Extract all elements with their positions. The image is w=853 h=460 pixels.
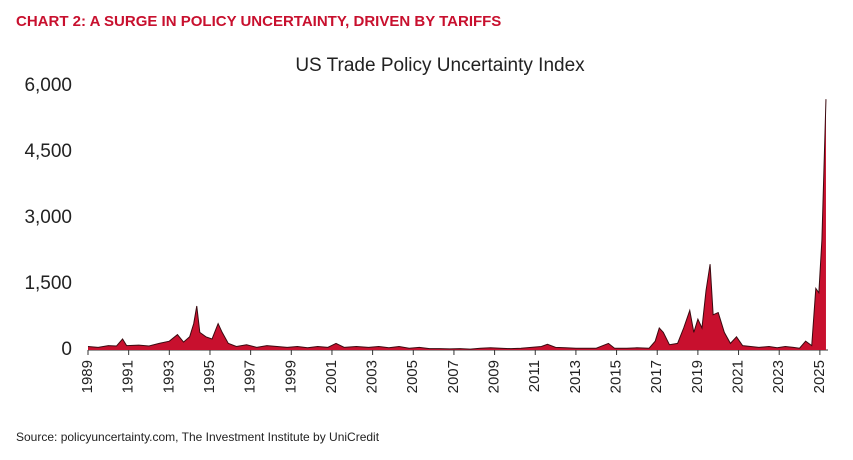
x-tick-label: 1991	[120, 360, 137, 393]
area-fill	[88, 99, 826, 350]
x-tick-label: 1999	[282, 360, 299, 393]
x-tick-label: 1997	[242, 360, 259, 393]
x-tick-label: 2021	[730, 360, 747, 393]
x-tick-label: 2007	[445, 360, 462, 393]
y-tick-label: 4,500	[24, 141, 72, 162]
chart-title: CHART 2: A SURGE IN POLICY UNCERTAINTY, …	[16, 13, 501, 30]
x-tick-label: 1989	[79, 360, 96, 393]
y-tick-label: 6,000	[24, 75, 72, 96]
y-tick-label: 1,500	[24, 273, 72, 294]
x-tick-label: 2001	[323, 360, 340, 393]
x-tick-label: 2015	[608, 360, 625, 393]
x-tick-label: 2005	[404, 360, 421, 393]
x-tick-label: 2003	[364, 360, 381, 393]
x-tick-label: 2025	[811, 360, 828, 393]
x-tick-label: 2023	[770, 360, 787, 393]
y-tick-label: 3,000	[24, 207, 72, 228]
y-tick-label: 0	[61, 339, 72, 360]
x-tick-label: 2017	[648, 360, 665, 393]
x-tick-label: 2009	[486, 360, 503, 393]
x-tick-label: 2013	[567, 360, 584, 393]
source-note: Source: policyuncertainty.com, The Inves…	[16, 430, 380, 444]
chart-subtitle: US Trade Policy Uncertainty Index	[295, 55, 585, 76]
x-tick-label: 2019	[689, 360, 706, 393]
x-tick-label: 1995	[201, 360, 218, 393]
x-tick-label: 1993	[160, 360, 177, 393]
x-tick-label: 2011	[526, 360, 543, 392]
area-outline	[87, 99, 827, 350]
